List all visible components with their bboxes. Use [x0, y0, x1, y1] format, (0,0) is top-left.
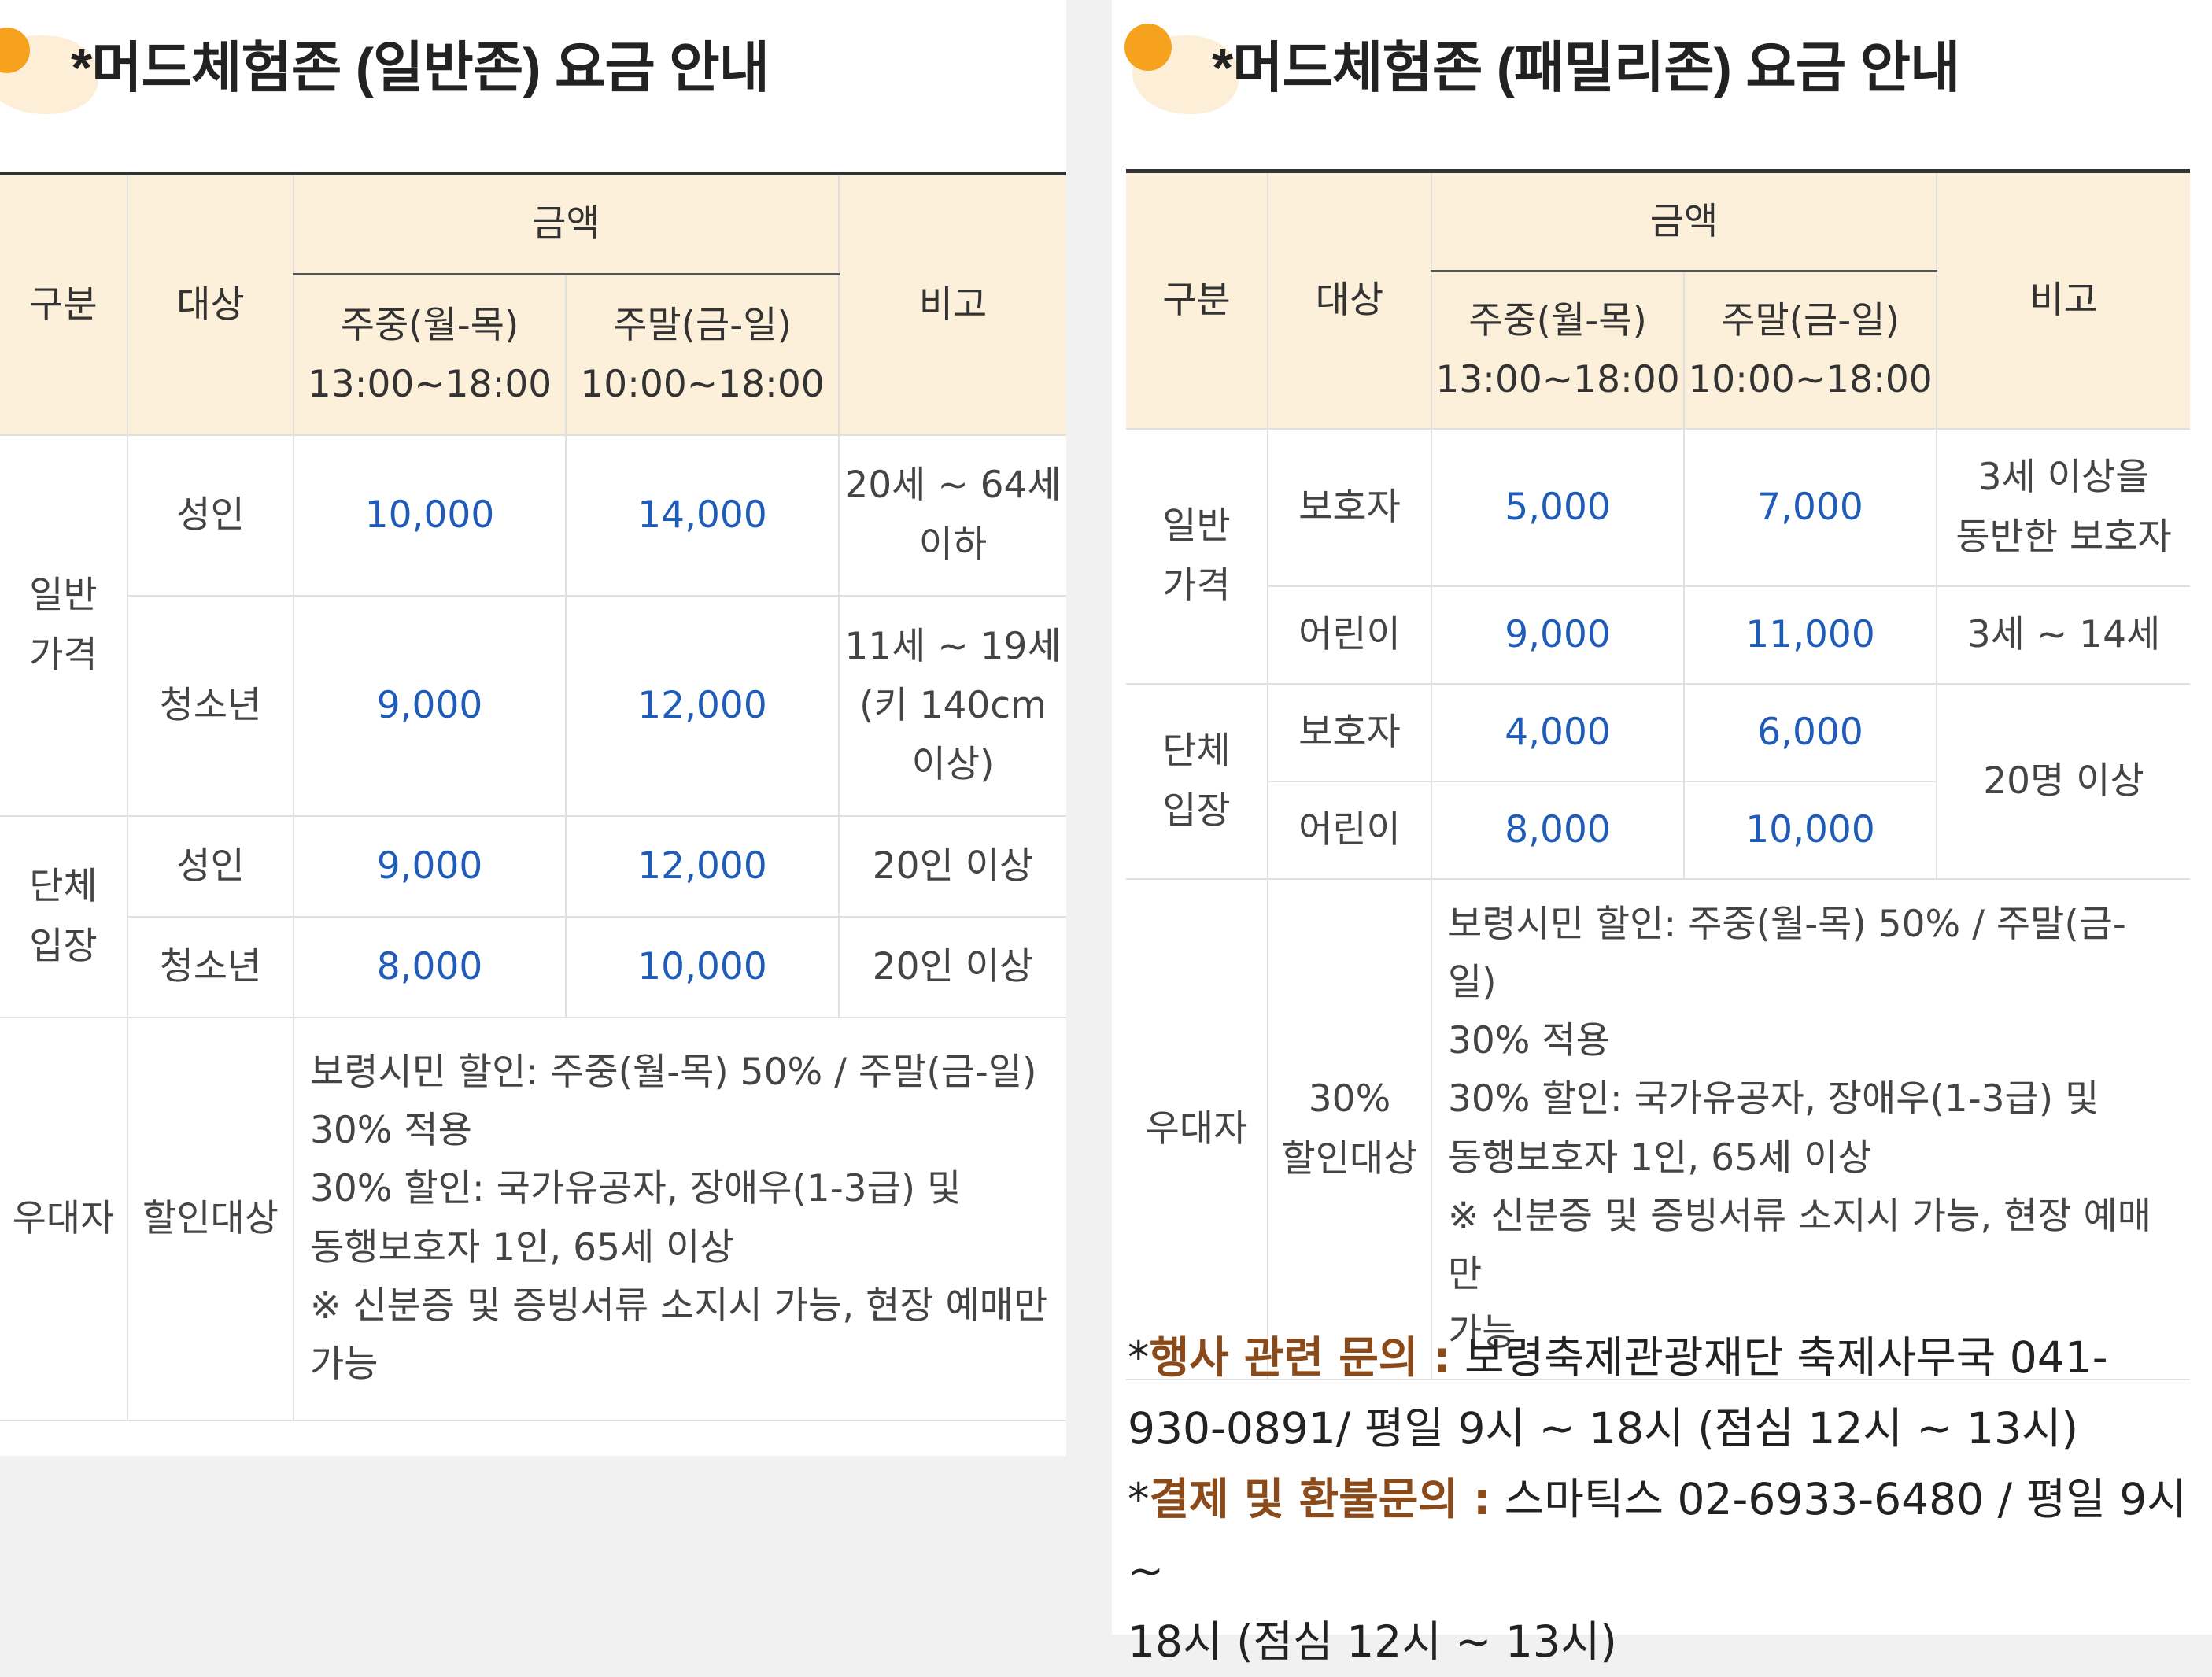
note-cell: 3세 ~ 14세	[1936, 585, 2191, 685]
payment-contact-line2: 18시 (점심 12시 ~ 13시)	[1128, 1616, 1617, 1667]
target-header: 대상	[127, 172, 294, 436]
note-cell: 20세 ~ 64세 이하	[838, 434, 1067, 597]
weekday-price: 5,000	[1431, 427, 1685, 587]
weekend-price: 11,000	[1682, 585, 1938, 685]
target-cell: 청소년	[127, 915, 294, 1018]
target-cell: 성인	[127, 434, 294, 597]
weekend-header: 주말(금-일) 10:00~18:00	[564, 273, 840, 436]
note-cell: 20명 이상	[1936, 682, 2191, 880]
payment-contact-label: 결제 및 환불문의 :	[1149, 1474, 1491, 1525]
amount-header: 금액	[292, 172, 840, 275]
note-cell: 20인 이상	[838, 915, 1067, 1018]
page-title: *머드체험존 (패밀리존) 요금 안내	[1212, 37, 1960, 98]
table-row: 단체 입장 보호자 4,000 6,000 20명 이상	[1126, 682, 2191, 880]
weekday-header: 주중(월-목) 13:00~18:00	[1431, 270, 1685, 430]
group-group: 단체 입장	[1126, 682, 1268, 880]
weekend-time: 10:00~18:00	[580, 362, 825, 406]
weekday-price: 4,000	[1431, 682, 1685, 782]
weekend-label: 주말(금-일)	[1721, 298, 1900, 342]
general-zone-panel: *머드체험존 (일반존) 요금 안내 구분 대상 금액 비고 주중(월-목) 1…	[0, 0, 1067, 1456]
table-row: 우대자 30% 할인대상 보령시민 할인: 주중(월-목) 50% / 주말(금…	[1126, 877, 2191, 1380]
weekday-price: 8,000	[293, 915, 567, 1018]
weekday-price: 9,000	[293, 594, 567, 817]
target-cell: 30% 할인대상	[1267, 877, 1432, 1380]
target-cell: 할인대상	[127, 1016, 294, 1421]
target-header: 대상	[1267, 169, 1432, 430]
weekend-header: 주말(금-일) 10:00~18:00	[1682, 270, 1938, 430]
weekend-price: 6,000	[1682, 682, 1938, 782]
sun-icon	[1124, 20, 1243, 114]
weekday-time: 13:00~18:00	[1435, 357, 1680, 401]
note-cell: 11세 ~ 19세 (키 140cm 이상)	[838, 594, 1067, 817]
weekday-time: 13:00~18:00	[307, 362, 552, 406]
weekday-header: 주중(월-목) 13:00~18:00	[293, 273, 567, 436]
category-header: 구분	[1126, 169, 1268, 430]
family-zone-panel: *머드체험존 (패밀리존) 요금 안내 구분 대상 금액 비고 주중(월-목) …	[1112, 0, 2212, 1667]
category-header: 구분	[0, 172, 128, 436]
group-preferential: 우대자	[0, 1016, 128, 1421]
weekday-price: 9,000	[1431, 585, 1685, 685]
target-cell: 보호자	[1267, 682, 1432, 782]
table-row: 일반 가격 성인 10,000 14,000 20세 ~ 64세 이하	[0, 434, 1067, 817]
sun-icon	[0, 20, 102, 114]
table-row: 청소년 9,000 12,000 11세 ~ 19세 (키 140cm 이상)	[0, 594, 1067, 817]
event-contact-line1: 보령축제관광재단 축제사무국 041-	[1464, 1332, 2108, 1383]
event-contact: *행사 관련 문의 : 보령축제관광재단 축제사무국 041-	[1128, 1332, 2108, 1383]
payment-contact: *결제 및 환불문의 : 스마틱스 02-6933-6480 / 평일 9시 ~	[1128, 1474, 2187, 1596]
event-contact-label: 행사 관련 문의 :	[1149, 1332, 1451, 1383]
target-cell: 청소년	[127, 594, 294, 817]
amount-header: 금액	[1430, 169, 1938, 272]
table-row: 일반 가격 보호자 5,000 7,000 3세 이상을 동반한 보호자	[1126, 427, 2191, 685]
table-row: 어린이 8,000 10,000	[1126, 780, 2190, 880]
weekday-price: 8,000	[1431, 780, 1685, 880]
weekend-time: 10:00~18:00	[1688, 357, 1933, 401]
group-group: 단체 입장	[0, 814, 128, 1018]
contact-info: *행사 관련 문의 : 보령축제관광재단 축제사무국 041- 930-0891…	[1128, 1322, 2206, 1677]
weekday-price: 9,000	[293, 814, 567, 918]
weekend-price: 10,000	[564, 915, 840, 1018]
page-title: *머드체험존 (일반존) 요금 안내	[71, 37, 770, 98]
table-row: 어린이 9,000 11,000 3세 ~ 14세	[1126, 585, 2191, 685]
weekday-label: 주중(월-목)	[340, 303, 519, 347]
target-cell: 성인	[127, 814, 294, 918]
general-fare-table: 구분 대상 금액 비고 주중(월-목) 13:00~18:00 주말(금-일) …	[0, 172, 1067, 1421]
target-cell: 보호자	[1267, 427, 1432, 587]
event-contact-line2: 930-0891/ 평일 9시 ~ 18시 (점심 12시 ~ 13시)	[1128, 1403, 2079, 1454]
group-regular: 일반 가격	[1126, 427, 1268, 685]
weekend-price: 10,000	[1682, 780, 1938, 880]
discount-details: 보령시민 할인: 주중(월-목) 50% / 주말(금-일) 30% 적용 30…	[292, 1016, 1067, 1421]
note-cell: 20인 이상	[838, 814, 1067, 918]
weekend-price: 7,000	[1682, 427, 1938, 587]
note-header: 비고	[1936, 169, 2191, 430]
weekend-price: 14,000	[564, 434, 840, 597]
discount-details: 보령시민 할인: 주중(월-목) 50% / 주말(금-일) 30% 적용 30…	[1430, 877, 2191, 1380]
note-cell: 3세 이상을 동반한 보호자	[1936, 427, 2191, 587]
target-cell: 어린이	[1267, 780, 1432, 880]
table-row: 청소년 8,000 10,000 20인 이상	[0, 915, 1067, 1018]
family-fare-table: 구분 대상 금액 비고 주중(월-목) 13:00~18:00 주말(금-일) …	[1126, 169, 2191, 1380]
weekday-label: 주중(월-목)	[1468, 298, 1647, 342]
table-row: 단체 입장 성인 9,000 12,000 20인 이상	[0, 814, 1067, 1018]
weekend-price: 12,000	[564, 594, 840, 817]
weekday-price: 10,000	[293, 434, 567, 597]
group-preferential: 우대자	[1126, 877, 1268, 1380]
weekend-price: 12,000	[564, 814, 840, 918]
group-regular: 일반 가격	[0, 434, 128, 817]
note-header: 비고	[838, 172, 1067, 436]
weekend-label: 주말(금-일)	[613, 303, 792, 347]
target-cell: 어린이	[1267, 585, 1432, 685]
table-row: 우대자 할인대상 보령시민 할인: 주중(월-목) 50% / 주말(금-일) …	[0, 1016, 1067, 1421]
payment-contact-line1: 스마틱스 02-6933-6480 / 평일 9시 ~	[1128, 1474, 2187, 1596]
